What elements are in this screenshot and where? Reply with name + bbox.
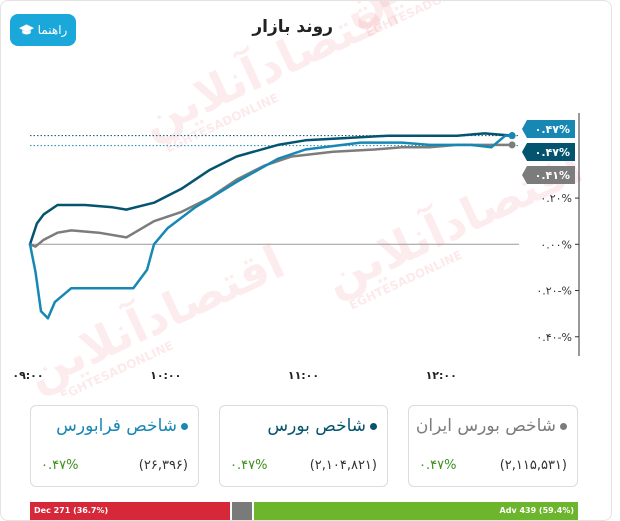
index-value: (۲,۱۰۴,۸۲۱)	[309, 458, 377, 473]
series-end-point	[508, 132, 516, 140]
index-percent: ۰.۴۷%	[41, 458, 79, 473]
index-value: (۲,۱۱۵,۵۳۱)	[499, 458, 567, 473]
x-tick-label: ۱۰:۰۰	[150, 369, 181, 382]
index-percent: ۰.۴۷%	[419, 458, 457, 473]
graduation-cap-icon	[18, 24, 34, 35]
end-value-label: ۰.۴۷%	[535, 123, 570, 136]
end-value-label: ۰.۴۱%	[535, 169, 570, 182]
y-tick-label: ۰.۲۰%	[540, 192, 572, 205]
svg-text:اقتصادآنلاین: اقتصادآنلاین	[316, 139, 591, 306]
x-axis: ۰۹:۰۰ ۱۰:۰۰ ۱۱:۰۰ ۱۲:۰۰	[12, 369, 457, 382]
y-tick-label: ۰.۰۰%	[540, 238, 572, 251]
series-line	[28, 132, 514, 246]
index-value: (۲۶,۳۹۶)	[138, 458, 188, 473]
series-line	[28, 143, 514, 248]
advance-bar: Adv 439 (59.4%)	[254, 502, 578, 520]
index-name: شاخص فرابورس	[56, 416, 177, 436]
end-value-badge	[522, 143, 575, 161]
unchanged-bar	[232, 502, 252, 520]
series-end-point	[508, 141, 516, 149]
y-tick-label: ۰.۲۰-%	[536, 285, 572, 298]
end-value-badge	[522, 166, 575, 184]
guide-label: راهنما	[37, 23, 68, 37]
end-value-badges: ۰.۴۷% ۰.۴۷% ۰.۴۱%	[522, 120, 575, 184]
chart-title: روند بازار	[252, 17, 333, 37]
watermark: اقتصادآنلاین اقتصادآنلاین اقتصادآنلاین ا…	[18, 1, 607, 396]
index-card-bourse[interactable]: شاخص بورس (۲,۱۰۴,۸۲۱) ۰.۴۷%	[219, 405, 388, 487]
series-dot	[181, 422, 188, 430]
series-line	[28, 134, 514, 320]
x-tick-label: ۱۲:۰۰	[426, 369, 457, 382]
end-value-label: ۰.۴۷%	[535, 146, 570, 159]
end-value-badge	[522, 120, 575, 138]
guide-button[interactable]: راهنما	[10, 14, 76, 46]
y-tick-label: ۰.۴۰-%	[536, 331, 572, 344]
series-dot	[560, 422, 567, 430]
y-axis: ۰.۴۰-% ۰.۲۰-% ۰.۰۰% ۰.۲۰%	[536, 192, 579, 344]
index-percent: ۰.۴۷%	[230, 458, 268, 473]
index-card-overall[interactable]: شاخص بورس ایران (۲,۱۱۵,۵۳۱) ۰.۴۷%	[408, 405, 578, 487]
market-trend-chart: اقتصادآنلاین اقتصادآنلاین اقتصادآنلاین ا…	[12, 1, 607, 396]
series-lines	[28, 132, 516, 320]
x-tick-label: ۱۱:۰۰	[288, 369, 319, 382]
decline-bar: Dec 271 (36.7%)	[30, 502, 230, 520]
index-name: شاخص بورس	[267, 416, 366, 436]
index-card-fara-bourse[interactable]: شاخص فرابورس (۲۶,۳۹۶) ۰.۴۷%	[30, 405, 199, 487]
index-name: شاخص بورس ایران	[415, 416, 556, 436]
x-tick-label: ۰۹:۰۰	[12, 369, 43, 382]
series-dot	[370, 422, 377, 430]
